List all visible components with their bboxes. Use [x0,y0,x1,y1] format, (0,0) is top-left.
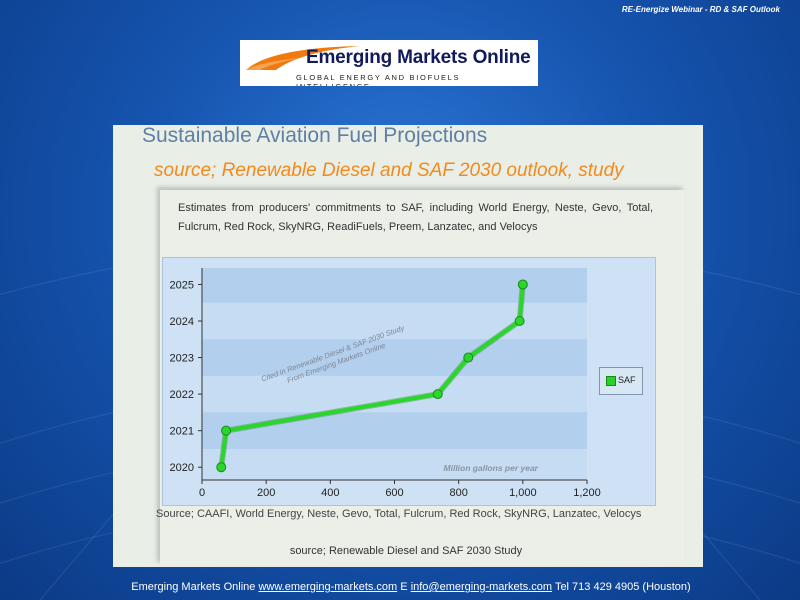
footer-email-link[interactable]: info@emerging-markets.com [410,581,553,593]
x-tick-label: 1,200 [573,487,601,499]
logo-tagline: GLOBAL ENERGY AND BIOFUELS INTELLIGENCE [296,73,461,86]
grid-band [202,339,587,376]
chart-legend: SAF [599,367,643,395]
data-point [216,462,227,473]
data-point [463,352,474,363]
chart-area: 2020 2021 2022 2023 2024 2025 0 200 400 600 800 1,0… [162,257,656,506]
legend-swatch-saf [606,376,616,386]
chart-source-line: Source; CAAFI, World Energy, Neste, Gevo… [156,508,642,520]
slide-subtitle: source; Renewable Diesel and SAF 2030 ou… [154,160,624,181]
footer-website-link[interactable]: www.emerging-markets.com [258,581,398,593]
footer-phone: Tel 713 429 4905 (Houston) [554,581,691,593]
x-tick-label: 800 [449,487,467,499]
y-tick-label: 2022 [170,389,194,401]
footer-email-prefix: E [400,581,408,593]
y-tick-label: 2025 [170,279,194,291]
data-point [514,316,525,326]
x-tick-label: 400 [321,487,339,499]
logo-title: Emerging Markets Online [306,47,531,68]
x-tick-label: 0 [199,487,205,499]
x-tick-label: 600 [385,487,403,499]
units-annotation: Million gallons per year [444,463,539,473]
footer: Emerging Markets Online www.emerging-mar… [0,581,800,593]
slide-title: Sustainable Aviation Fuel Projections [142,124,488,147]
grid-band [202,412,587,449]
logo-swoosh-icon [246,46,360,70]
x-tick-label: 1,000 [509,487,537,499]
y-tick-label: 2021 [170,426,194,438]
estimates-text: Estimates from producers' commitments to… [178,202,653,233]
series-line-saf [219,284,525,468]
saf-chart: 2020 2021 2022 2023 2024 2025 0 200 400 600 800 1,0… [170,268,601,499]
header-note: RE-Energize Webinar - RD & SAF Outlook [621,5,780,14]
study-source: source; Renewable Diesel and SAF 2030 St… [289,545,523,557]
footer-company: Emerging Markets Online [131,581,256,593]
legend-label-saf: SAF [618,375,636,385]
y-tick-label: 2024 [170,316,194,328]
grid-band [202,268,587,303]
data-point [432,389,443,400]
data-point [221,425,232,436]
y-tick-label: 2023 [170,353,194,365]
y-tick-label: 2020 [170,462,194,474]
logo: Emerging Markets Online GLOBAL ENERGY AN… [240,40,538,86]
data-point [517,279,528,290]
x-tick-label: 200 [257,487,275,499]
